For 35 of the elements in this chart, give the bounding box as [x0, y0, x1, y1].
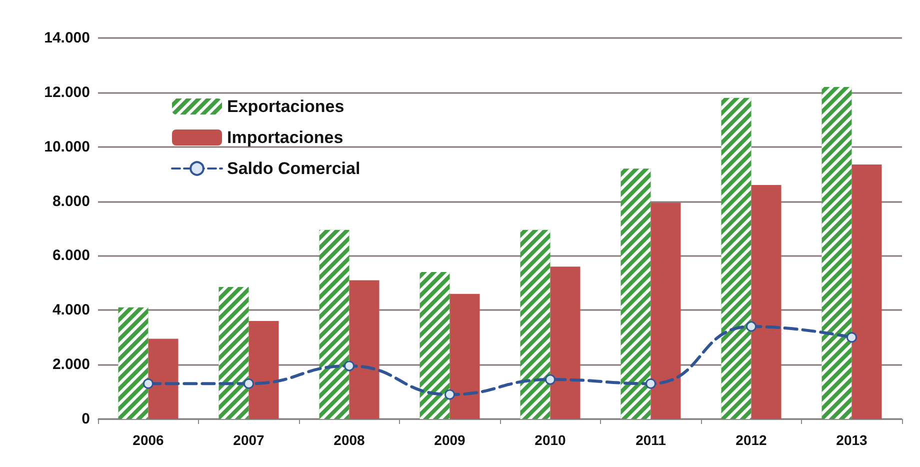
point	[746, 321, 756, 332]
legend-label: Exportaciones	[227, 97, 344, 116]
bar	[650, 202, 681, 419]
bar	[349, 280, 380, 419]
x-tick-label: 2013	[836, 432, 868, 448]
y-tick-label: 0	[82, 410, 90, 428]
y-tick-label: 6.000	[52, 247, 90, 264]
point	[646, 378, 656, 389]
legend-label: Saldo Comercial	[227, 159, 360, 178]
y-tick-label: 14.000	[44, 30, 90, 46]
point	[344, 360, 354, 372]
y-tick-label: 12.000	[44, 84, 90, 101]
bar	[248, 321, 279, 419]
bar	[450, 294, 480, 419]
bar	[751, 184, 782, 419]
point	[244, 378, 254, 389]
legend-label: Importaciones	[227, 128, 344, 147]
x-tick-label: 2011	[636, 432, 666, 448]
point	[444, 389, 455, 400]
x-tick-label: 2008	[334, 432, 366, 448]
point	[143, 378, 154, 389]
x-tick-label: 2006	[132, 432, 164, 448]
y-tick-label: 8.000	[52, 192, 90, 210]
bar	[852, 164, 882, 419]
x-tick-label: 2012	[736, 432, 768, 448]
bar	[550, 266, 580, 419]
y-tick-label: 2.000	[52, 356, 90, 374]
y-tick-label: 10.000	[44, 138, 90, 156]
point	[846, 332, 857, 343]
bar	[148, 338, 178, 419]
x-tick-label: 2010	[534, 432, 566, 448]
point	[545, 374, 556, 385]
x-tick-label: 2009	[434, 432, 466, 448]
y-tick-label: 4.000	[52, 302, 90, 319]
x-tick-label: 2007	[233, 432, 265, 448]
